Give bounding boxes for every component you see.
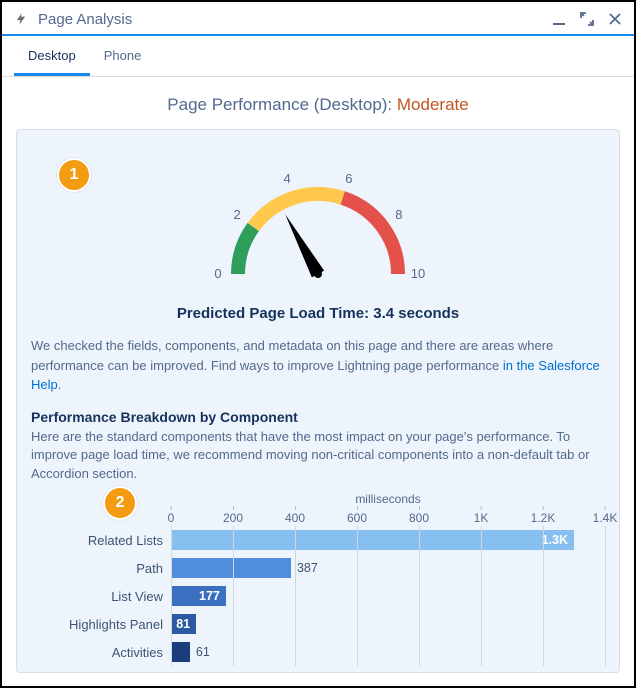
- chart-bar-value: 1.3K: [542, 533, 568, 547]
- chart-bar: [171, 642, 190, 662]
- chart-row: Related Lists 1.3K: [31, 526, 605, 554]
- lightning-icon: [14, 10, 28, 28]
- chart-row: Activities 61: [31, 638, 605, 666]
- page-title-prefix: Page Performance (Desktop):: [167, 95, 397, 114]
- chart-bar: 81: [171, 614, 196, 634]
- description-suffix: .: [58, 377, 62, 392]
- chart-row-label: Related Lists: [31, 533, 171, 548]
- svg-text:8: 8: [395, 207, 402, 222]
- callout-2: 2: [103, 486, 137, 520]
- close-icon[interactable]: [608, 12, 622, 26]
- chart-row-label: List View: [31, 589, 171, 604]
- chart-row-label: Activities: [31, 645, 171, 660]
- chart-row-label: Path: [31, 561, 171, 576]
- chart-plot: Related Lists1.3KPath387List View177High…: [171, 526, 605, 666]
- chart-bar-value: 387: [297, 561, 318, 575]
- axis-tick: 200: [223, 506, 243, 525]
- chart-row: Path 387: [31, 554, 605, 582]
- axis-tick: 1.4K: [593, 506, 618, 525]
- svg-text:2: 2: [233, 207, 240, 222]
- status-word: Moderate: [397, 95, 469, 114]
- chart-bar-value: 177: [199, 589, 220, 603]
- axis-tick: 1.2K: [531, 506, 556, 525]
- minimize-icon[interactable]: [552, 12, 566, 26]
- chart-bar: 1.3K: [171, 530, 574, 550]
- chart-row: List View 177: [31, 582, 605, 610]
- maximize-icon[interactable]: [580, 12, 594, 26]
- chart-bar-value: 81: [176, 617, 190, 631]
- svg-text:4: 4: [283, 171, 290, 186]
- breakdown-desc: Here are the standard components that ha…: [31, 428, 605, 485]
- axis-tick: 600: [347, 506, 367, 525]
- breakdown-title: Performance Breakdown by Component: [31, 409, 605, 425]
- svg-text:0: 0: [214, 266, 221, 281]
- chart: 2 milliseconds 02004006008001K1.2K1.4K R…: [31, 492, 605, 666]
- chart-bar: 177: [171, 586, 226, 606]
- chart-bar: [171, 558, 291, 578]
- window-title: Page Analysis: [38, 11, 552, 28]
- svg-text:6: 6: [345, 171, 352, 186]
- chart-row: Highlights Panel 81: [31, 610, 605, 638]
- predicted-load-time: Predicted Page Load Time: 3.4 seconds: [31, 305, 605, 322]
- panel: 1 0246810 Predicted Page Load Time: 3.4 …: [16, 129, 620, 673]
- chart-axis-title: milliseconds: [171, 492, 605, 506]
- callout-1: 1: [57, 158, 91, 192]
- titlebar: Page Analysis: [2, 2, 634, 36]
- page-title: Page Performance (Desktop): Moderate: [16, 95, 620, 115]
- chart-axis: 02004006008001K1.2K1.4K: [171, 506, 605, 526]
- description-text: We checked the fields, components, and m…: [31, 338, 553, 373]
- axis-tick: 400: [285, 506, 305, 525]
- tab-desktop[interactable]: Desktop: [14, 36, 90, 76]
- axis-tick: 1K: [474, 506, 489, 525]
- chart-row-label: Highlights Panel: [31, 617, 171, 632]
- tabs: Desktop Phone: [2, 36, 634, 77]
- axis-tick: 0: [168, 506, 175, 525]
- svg-text:10: 10: [411, 266, 425, 281]
- chart-bar-value: 61: [196, 645, 210, 659]
- description: We checked the fields, components, and m…: [31, 336, 605, 395]
- gauge: 0 2 4 6 8 10: [31, 144, 605, 297]
- tab-phone[interactable]: Phone: [90, 36, 156, 76]
- axis-tick: 800: [409, 506, 429, 525]
